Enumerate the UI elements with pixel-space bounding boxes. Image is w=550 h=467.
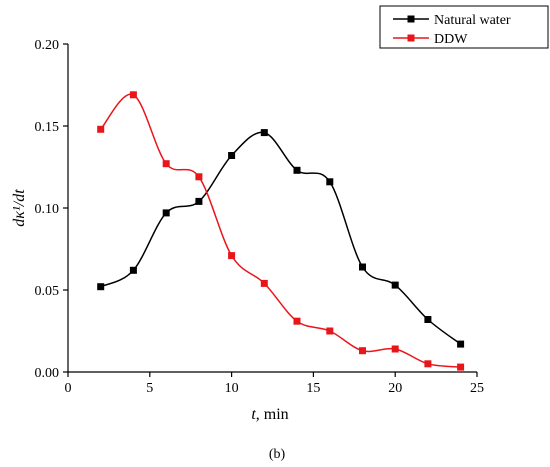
natural-water-point — [457, 340, 465, 348]
ddw-point — [424, 360, 432, 368]
legend-label: Natural water — [434, 13, 511, 28]
series-curves — [100, 93, 462, 368]
axes — [67, 44, 477, 373]
natural-water-point — [293, 166, 301, 174]
ddw-point — [391, 345, 399, 353]
figure-caption: (b) — [269, 447, 286, 462]
legend: Natural water DDW — [379, 5, 549, 49]
ddw-point — [97, 125, 105, 133]
ddw-point — [293, 317, 301, 325]
natural-water-point — [326, 178, 334, 186]
ddw-point — [129, 91, 137, 99]
x-tick-label: 15 — [306, 381, 320, 396]
legend-swatch-marker — [407, 34, 415, 42]
ddw-point — [162, 160, 170, 168]
ddw-point — [359, 347, 366, 355]
y-tick-label: 0.05 — [35, 284, 60, 299]
natural-water-point — [228, 152, 236, 159]
y-tick-label: 0.15 — [35, 120, 60, 135]
x-axis-title: t, min — [251, 406, 288, 423]
y-tick-label: 0.10 — [35, 202, 60, 217]
x-tick-label: 10 — [225, 381, 239, 396]
ddw-point — [457, 363, 465, 371]
x-tick-label: 20 — [388, 381, 402, 396]
natural-water-point — [260, 129, 268, 137]
natural-water-point — [162, 209, 170, 217]
ddw-point — [195, 173, 203, 181]
x-tick-label: 25 — [470, 381, 484, 396]
ddw-point — [326, 327, 334, 335]
natural-water-line — [100, 131, 462, 345]
ddw-point — [228, 252, 236, 260]
natural-water-point — [97, 283, 105, 291]
series-markers — [97, 91, 465, 371]
y-axis-title: dκ¹/dt — [11, 189, 28, 227]
natural-water-point — [359, 263, 366, 271]
natural-water-point — [424, 316, 432, 323]
natural-water-point — [195, 197, 203, 205]
natural-water-point — [391, 281, 399, 289]
legend-label: DDW — [434, 32, 468, 47]
legend-swatch-marker — [407, 15, 415, 23]
x-tick-label: 5 — [146, 381, 153, 396]
y-tick-label: 0.00 — [35, 366, 60, 381]
ticks: 0 5 10 15 20 25 0.00 0.05 0.10 0.15 0.20 — [35, 38, 485, 396]
natural-water-point — [129, 266, 137, 274]
y-tick-label: 0.20 — [35, 38, 60, 53]
ddw-point — [260, 279, 268, 287]
x-tick-label: 0 — [65, 381, 72, 396]
